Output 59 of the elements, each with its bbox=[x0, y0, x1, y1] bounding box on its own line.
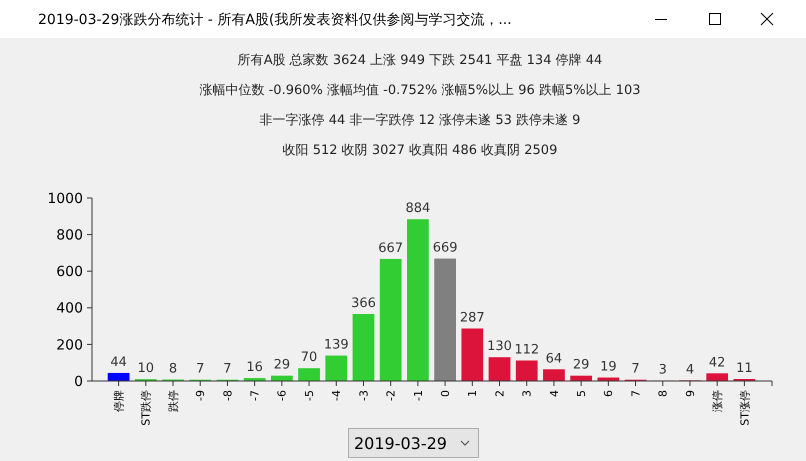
data-label: 44 bbox=[110, 354, 127, 370]
x-tick-label: -3 bbox=[357, 390, 370, 401]
text: 涨幅中位数 -0.960% 涨幅均值 -0.752% 涨幅5%以上 96 跌幅5%以上 103 bbox=[199, 83, 641, 98]
text: 收阳 512 收阴 3027 收真阳 486 收真阴 2509 bbox=[282, 143, 558, 158]
data-label: 3 bbox=[658, 362, 667, 378]
data-label: 70 bbox=[300, 350, 318, 366]
x-tick-label: 6 bbox=[602, 390, 616, 397]
data-label: 4 bbox=[686, 362, 694, 378]
text: 非一字涨停 44 非一字跌停 12 涨停未遂 53 跌停未遂 9 bbox=[260, 112, 580, 128]
chart-title: 2019-03-29涨跌分布统计 - 所有A股(我所发表资料仅供参阅与学习交流，... bbox=[38, 12, 512, 28]
x-tick-label: 停牌 bbox=[112, 390, 126, 412]
x-tick-label: 2 bbox=[493, 390, 506, 397]
x-tick-label: ST涨停 bbox=[738, 390, 752, 426]
data-label: 29 bbox=[572, 358, 590, 373]
data-label: 29 bbox=[274, 358, 290, 373]
data-label: 669 bbox=[432, 240, 458, 256]
data-label: 139 bbox=[324, 338, 349, 353]
x-tick-label: -2 bbox=[384, 390, 398, 401]
data-label: 10 bbox=[138, 361, 154, 376]
data-label: 7 bbox=[631, 362, 640, 377]
y-tick-label: 600 bbox=[56, 264, 83, 280]
y-tick-label: 400 bbox=[56, 300, 83, 317]
x-tick-label: 5 bbox=[574, 390, 588, 397]
x-tick-label: -9 bbox=[194, 390, 208, 401]
text: 2019-03-29 bbox=[354, 434, 447, 453]
data-label: 130 bbox=[487, 339, 512, 354]
x-tick-label: ST跌停 bbox=[140, 390, 153, 426]
data-label: 366 bbox=[351, 296, 376, 312]
x-tick-label: -4 bbox=[330, 390, 344, 401]
data-label: 7 bbox=[223, 362, 232, 377]
data-label: 7 bbox=[196, 362, 204, 377]
x-tick-label: -1 bbox=[412, 390, 425, 401]
data-label: 64 bbox=[546, 351, 562, 366]
y-tick-label: 200 bbox=[56, 337, 83, 354]
y-tick-label: 800 bbox=[56, 228, 83, 244]
x-tick-label: -7 bbox=[248, 390, 262, 401]
data-label: 42 bbox=[708, 355, 726, 370]
x-tick-label: -5 bbox=[302, 390, 316, 401]
data-label: 287 bbox=[460, 310, 485, 326]
data-label: 19 bbox=[600, 360, 617, 375]
x-tick-label: 跌停 bbox=[166, 390, 180, 412]
x-tick-label: 7 bbox=[629, 390, 642, 397]
x-tick-label: -6 bbox=[276, 390, 289, 401]
x-tick-label: 9 bbox=[684, 390, 697, 397]
text: 所有A股 总家数 3624 上涨 949 下跌 2541 平盘 134 停牌 44 bbox=[238, 52, 602, 68]
x-tick-label: 涨停 bbox=[711, 390, 724, 412]
y-tick-label: 1000 bbox=[47, 190, 83, 207]
x-tick-label: 1 bbox=[466, 390, 480, 397]
data-label: 667 bbox=[378, 240, 404, 256]
x-tick-label: -8 bbox=[221, 390, 234, 401]
x-tick-label: 0 bbox=[438, 390, 452, 397]
data-label: 8 bbox=[168, 362, 178, 377]
data-label: 112 bbox=[514, 342, 540, 358]
x-tick-label: 4 bbox=[548, 390, 561, 397]
x-tick-label: 3 bbox=[520, 390, 534, 397]
data-label: 16 bbox=[246, 360, 263, 376]
data-label: 11 bbox=[736, 360, 753, 376]
data-label: 884 bbox=[405, 201, 430, 216]
x-tick-label: 8 bbox=[656, 390, 670, 397]
